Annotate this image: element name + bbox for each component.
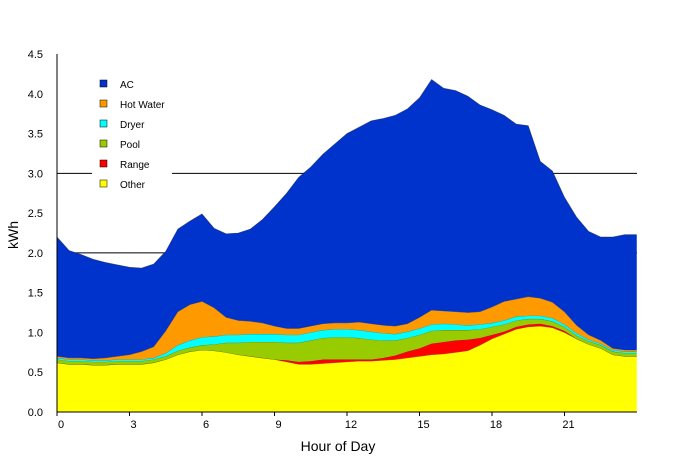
legend-label: Dryer — [120, 120, 145, 131]
y-tick-label: 4.0 — [28, 89, 43, 101]
legend-swatch — [99, 179, 108, 188]
legend-label: Pool — [120, 140, 140, 151]
x-axis-label: Hour of Day — [301, 438, 376, 454]
area-pool — [57, 318, 637, 366]
area-hot-water — [57, 296, 637, 361]
y-axis-label: kWh — [5, 221, 21, 249]
area-ac — [57, 79, 637, 359]
legend-box — [92, 72, 172, 196]
x-tick-label: 21 — [562, 419, 574, 431]
y-tick-label: 1.0 — [28, 327, 43, 339]
legend-swatch — [99, 99, 108, 108]
legend-label: AC — [120, 80, 134, 91]
stacked-areas — [56, 79, 637, 412]
x-tick-label: 18 — [490, 419, 502, 431]
legend-swatch — [99, 139, 108, 148]
y-tick-label: 4.5 — [28, 49, 43, 61]
y-tick-label: 2.0 — [28, 248, 43, 260]
y-tick-label: 1.5 — [28, 288, 43, 300]
x-tick-label: 9 — [275, 419, 281, 431]
legend-label: Range — [120, 160, 150, 171]
x-tick-label: 12 — [345, 419, 357, 431]
legend-label: Hot Water — [120, 100, 165, 111]
area-other — [57, 326, 637, 412]
legend-swatch — [99, 159, 108, 168]
legend-swatch — [99, 119, 108, 128]
y-tick-label: 0.5 — [28, 367, 43, 379]
y-tick-label: 0.0 — [28, 407, 43, 419]
x-tick-label: 15 — [417, 419, 429, 431]
y-tick-label: 2.5 — [28, 208, 43, 220]
legend-label: Other — [120, 180, 146, 191]
y-tick-label: 3.5 — [28, 129, 43, 141]
legend: AC Hot Water Dryer Pool Range Other — [92, 72, 172, 196]
x-tick-label: 3 — [130, 419, 136, 431]
legend-swatch — [99, 79, 108, 88]
x-tick-label: 0 — [58, 419, 64, 431]
area-edge-ac — [56, 79, 637, 269]
area-edge-hot-water — [56, 296, 637, 359]
y-tick-labels: 0.0 0.5 1.0 1.5 2.0 2.5 3.0 3.5 4.0 4.5 — [28, 49, 43, 419]
x-tick-labels: 0 3 6 9 12 15 18 21 — [56, 412, 575, 431]
y-tick-label: 3.0 — [28, 168, 43, 180]
x-tick-label: 6 — [203, 419, 209, 431]
